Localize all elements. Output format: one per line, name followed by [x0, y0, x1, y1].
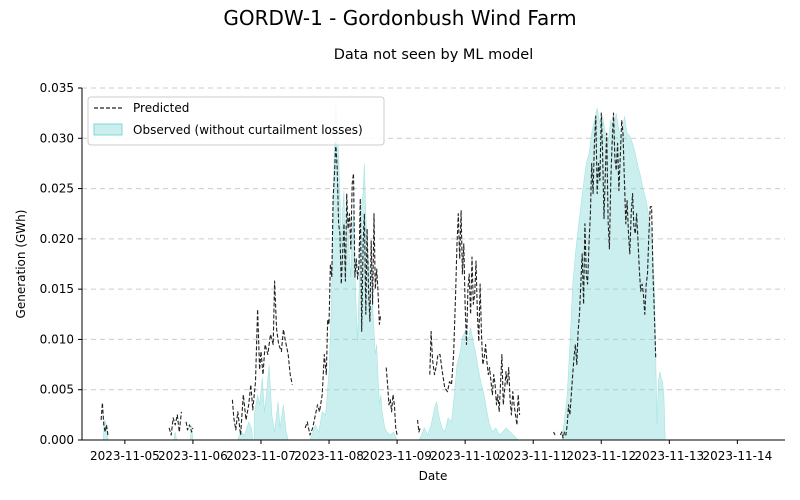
x-tick-label: 2023-11-10 — [430, 449, 500, 463]
chart-title: GORDW-1 - Gordonbush Wind Farm — [223, 6, 577, 30]
observed-area — [253, 364, 289, 441]
predicted-line — [100, 112, 657, 439]
y-tick-label: 0.020 — [40, 232, 74, 246]
observed-area — [309, 100, 398, 441]
legend: Predicted Observed (without curtailment … — [87, 96, 385, 146]
x-tick-label: 2023-11-07 — [226, 449, 296, 463]
y-tick-label: 0.025 — [40, 182, 74, 196]
x-tick-label: 2023-11-12 — [566, 449, 636, 463]
x-tick-label: 2023-11-05 — [90, 449, 160, 463]
y-tick-label: 0.035 — [40, 81, 74, 95]
y-tick-label: 0.030 — [40, 131, 74, 145]
x-tick-label: 2023-11-13 — [634, 449, 704, 463]
legend-observed-label: Observed (without curtailment losses) — [133, 123, 363, 137]
observed-series — [102, 100, 666, 441]
axes — [81, 88, 785, 441]
observed-area — [418, 327, 519, 441]
x-tick-label: 2023-11-14 — [702, 449, 772, 463]
y-tick-label: 0.015 — [40, 282, 74, 296]
x-ticks: 2023-11-052023-11-062023-11-072023-11-08… — [90, 440, 772, 463]
y-tick-label: 0.000 — [40, 433, 74, 447]
x-tick-label: 2023-11-08 — [294, 449, 364, 463]
y-tick-label: 0.005 — [40, 383, 74, 397]
chart-subtitle: Data not seen by ML model — [333, 47, 534, 63]
x-axis-label: Date — [419, 469, 448, 483]
observed-area — [173, 431, 177, 441]
x-tick-label: 2023-11-06 — [158, 449, 228, 463]
legend-box — [87, 96, 385, 146]
x-tick-label: 2023-11-11 — [498, 449, 568, 463]
x-tick-label: 2023-11-09 — [362, 449, 432, 463]
predicted-series — [100, 112, 657, 439]
y-ticks: 0.000 0.005 0.010 0.015 0.020 0.025 0.030 0.035 — [40, 81, 82, 447]
legend-observed-swatch — [93, 123, 123, 136]
y-axis-label: Generation (GWh) — [14, 210, 28, 319]
observed-area — [561, 108, 666, 441]
y-tick-label: 0.010 — [40, 332, 74, 346]
legend-predicted-label: Predicted — [133, 101, 189, 115]
